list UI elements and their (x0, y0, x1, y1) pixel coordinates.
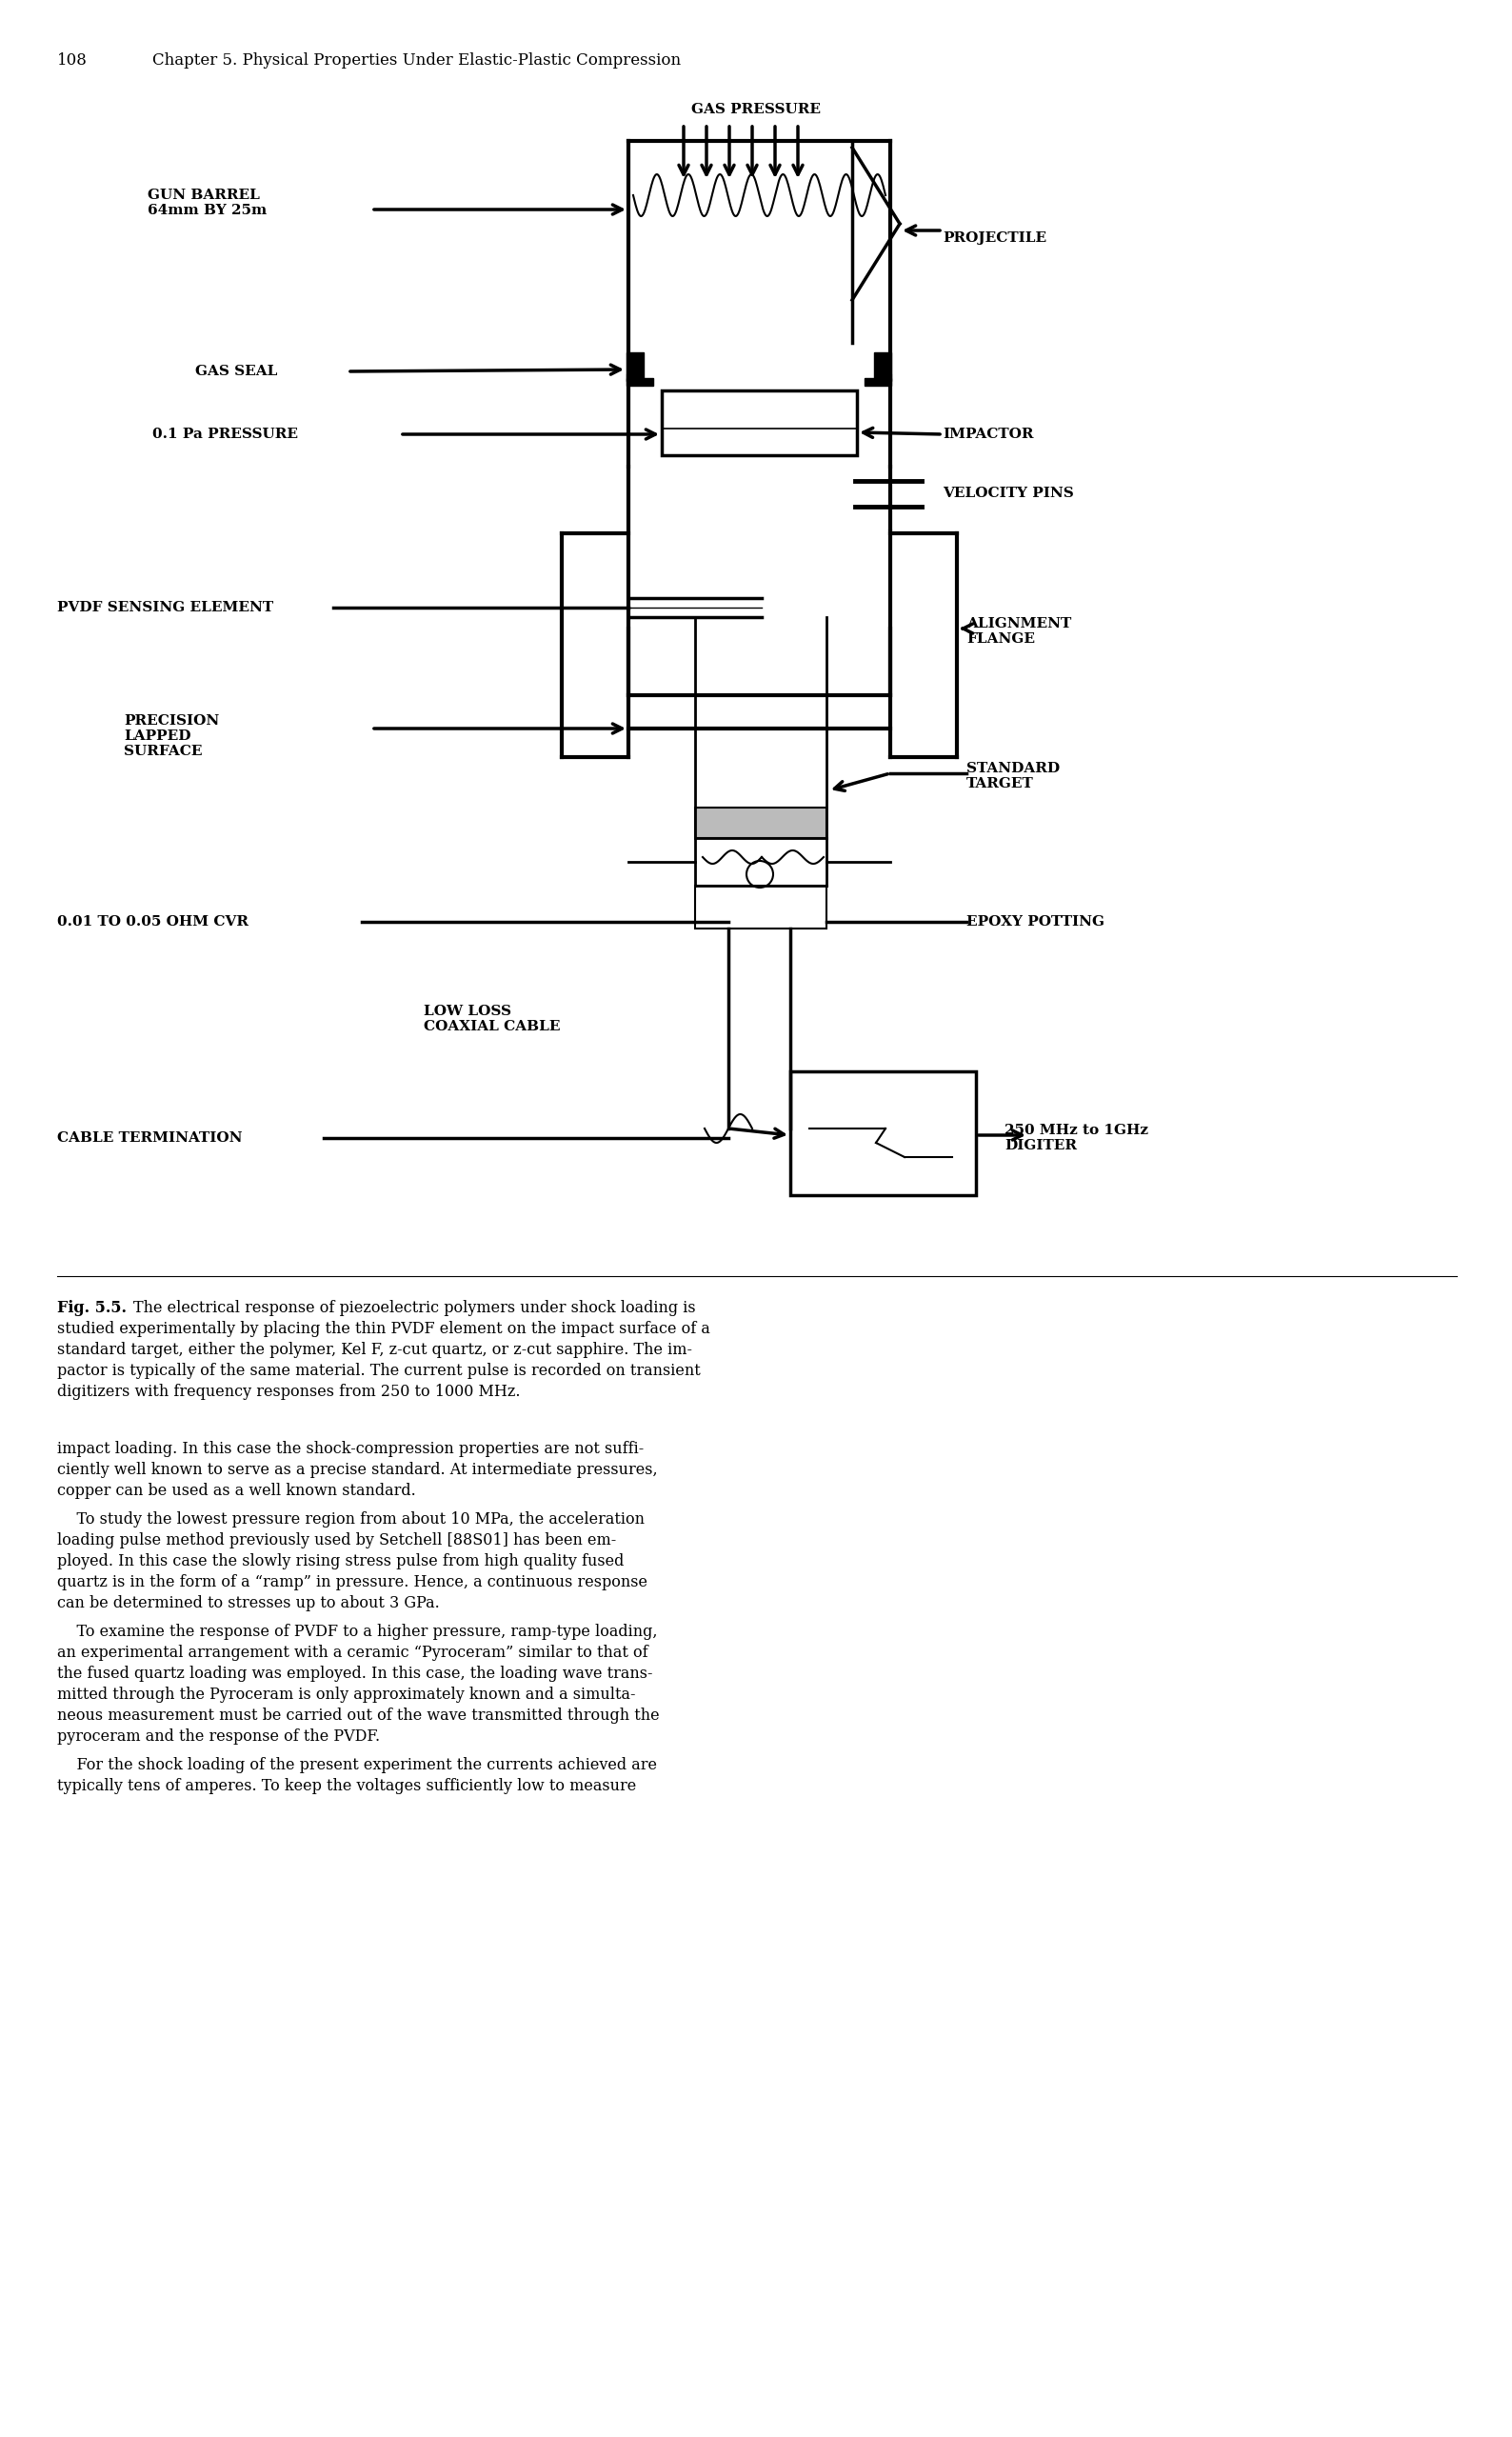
Text: an experimental arrangement with a ceramic “Pyroceram” similar to that of: an experimental arrangement with a ceram… (57, 1645, 649, 1662)
Bar (865, 378, 891, 385)
Text: standard target, either the polymer, Kel F, z-cut quartz, or z-cut sapphire. The: standard target, either the polymer, Kel… (57, 1343, 692, 1357)
Text: pyroceram and the response of the PVDF.: pyroceram and the response of the PVDF. (57, 1728, 380, 1745)
Text: The electrical response of piezoelectric polymers under shock loading is: The electrical response of piezoelectric… (133, 1299, 696, 1316)
Text: copper can be used as a well known standard.: copper can be used as a well known stand… (57, 1482, 416, 1499)
Text: GUN BARREL
64mm BY 25m: GUN BARREL 64mm BY 25m (148, 188, 266, 217)
Text: STANDARD
TARGET: STANDARD TARGET (966, 763, 1060, 790)
Text: PROJECTILE: PROJECTILE (942, 232, 1046, 244)
Text: pactor is typically of the same material. The current pulse is recorded on trans: pactor is typically of the same material… (57, 1362, 700, 1379)
Text: 250 MHz to 1GHz
DIGITER: 250 MHz to 1GHz DIGITER (1004, 1123, 1148, 1153)
Bar (874, 353, 891, 380)
Text: mitted through the Pyroceram is only approximately known and a simulta-: mitted through the Pyroceram is only app… (57, 1686, 635, 1703)
Text: quartz is in the form of a “ramp” in pressure. Hence, a continuous response: quartz is in the form of a “ramp” in pre… (57, 1574, 647, 1591)
Text: GAS PRESSURE: GAS PRESSURE (691, 102, 821, 117)
Text: EPOXY POTTING: EPOXY POTTING (966, 916, 1104, 928)
Text: PVDF SENSING ELEMENT: PVDF SENSING ELEMENT (57, 602, 274, 614)
Text: For the shock loading of the present experiment the currents achieved are: For the shock loading of the present exp… (57, 1757, 658, 1774)
Text: impact loading. In this case the shock-compression properties are not suffi-: impact loading. In this case the shock-c… (57, 1440, 644, 1457)
Bar (626, 353, 644, 380)
Text: VELOCITY PINS: VELOCITY PINS (942, 487, 1074, 500)
Text: To examine the response of PVDF to a higher pressure, ramp-type loading,: To examine the response of PVDF to a hig… (57, 1623, 658, 1640)
Text: 108: 108 (57, 51, 88, 68)
Text: neous measurement must be carried out of the wave transmitted through the: neous measurement must be carried out of… (57, 1708, 659, 1723)
Text: ciently well known to serve as a precise standard. At intermediate pressures,: ciently well known to serve as a precise… (57, 1462, 658, 1477)
Text: Fig. 5.5.: Fig. 5.5. (57, 1299, 127, 1316)
Text: IMPACTOR: IMPACTOR (942, 426, 1034, 441)
Bar (696, 885, 827, 928)
Text: can be determined to stresses up to about 3 GPa.: can be determined to stresses up to abou… (57, 1596, 440, 1611)
Text: digitizers with frequency responses from 250 to 1000 MHz.: digitizers with frequency responses from… (57, 1384, 520, 1399)
Text: CABLE TERMINATION: CABLE TERMINATION (57, 1131, 242, 1145)
Text: 0.01 TO 0.05 OHM CVR: 0.01 TO 0.05 OHM CVR (57, 916, 248, 928)
Text: typically tens of amperes. To keep the voltages sufficiently low to measure: typically tens of amperes. To keep the v… (57, 1779, 637, 1794)
Text: studied experimentally by placing the thin PVDF element on the impact surface of: studied experimentally by placing the th… (57, 1321, 711, 1338)
Text: 0.1 Pa PRESSURE: 0.1 Pa PRESSURE (153, 426, 298, 441)
Text: ALIGNMENT
FLANGE: ALIGNMENT FLANGE (966, 617, 1072, 646)
Text: loading pulse method previously used by Setchell [88S01] has been em-: loading pulse method previously used by … (57, 1533, 617, 1547)
Text: the fused quartz loading was employed. In this case, the loading wave trans-: the fused quartz loading was employed. I… (57, 1664, 653, 1682)
Bar (626, 378, 653, 385)
Text: PRECISION
LAPPED
SURFACE: PRECISION LAPPED SURFACE (124, 714, 219, 758)
Bar (791, 1072, 975, 1194)
Text: Chapter 5. Physical Properties Under Elastic-Plastic Compression: Chapter 5. Physical Properties Under Ela… (153, 51, 680, 68)
Text: To study the lowest pressure region from about 10 MPa, the acceleration: To study the lowest pressure region from… (57, 1511, 644, 1528)
Text: ployed. In this case the slowly rising stress pulse from high quality fused: ployed. In this case the slowly rising s… (57, 1552, 624, 1569)
Bar (662, 390, 857, 456)
Bar (696, 807, 827, 838)
Text: LOW LOSS
COAXIAL CABLE: LOW LOSS COAXIAL CABLE (423, 1004, 561, 1033)
Text: GAS SEAL: GAS SEAL (195, 366, 277, 378)
